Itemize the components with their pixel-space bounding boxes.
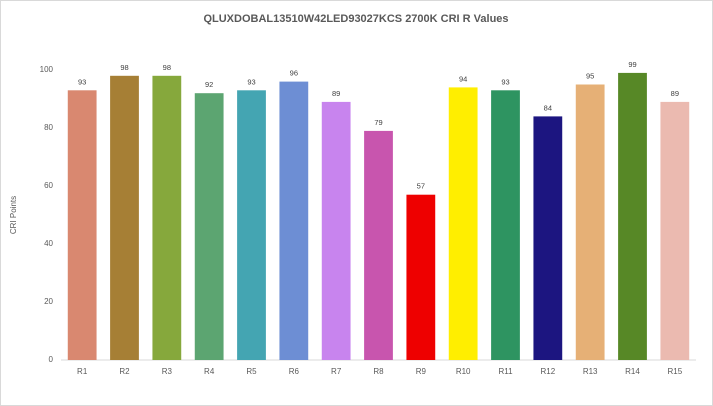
bar bbox=[321, 101, 351, 361]
x-tick-label: R4 bbox=[204, 367, 215, 376]
value-label: 89 bbox=[671, 89, 679, 98]
bar bbox=[110, 75, 139, 361]
value-label: 93 bbox=[501, 77, 509, 86]
value-label: 95 bbox=[586, 71, 594, 80]
y-axis-label: CRI Points bbox=[9, 196, 18, 234]
y-tick-label: 100 bbox=[40, 65, 54, 74]
value-label: 84 bbox=[544, 103, 552, 112]
x-tick-label: R9 bbox=[416, 367, 427, 376]
bar bbox=[237, 90, 266, 361]
x-tick-label: R11 bbox=[498, 367, 513, 376]
x-tick-label: R5 bbox=[246, 367, 257, 376]
value-label: 99 bbox=[628, 60, 636, 69]
x-tick-label: R14 bbox=[625, 367, 640, 376]
x-tick-label: R6 bbox=[289, 367, 300, 376]
x-tick-label: R13 bbox=[583, 367, 598, 376]
x-tick-label: R8 bbox=[373, 367, 384, 376]
value-label: 93 bbox=[247, 77, 255, 86]
bar bbox=[533, 116, 563, 361]
bar bbox=[194, 93, 224, 360]
value-label: 96 bbox=[290, 69, 298, 78]
x-tick-label: R15 bbox=[667, 367, 682, 376]
y-tick-label: 40 bbox=[44, 239, 53, 248]
value-label: 98 bbox=[120, 63, 128, 72]
bar bbox=[364, 130, 393, 360]
value-label: 98 bbox=[163, 63, 171, 72]
x-tick-label: R10 bbox=[456, 367, 471, 376]
y-tick-label: 0 bbox=[49, 355, 54, 364]
value-label: 79 bbox=[374, 118, 382, 127]
value-label: 89 bbox=[332, 89, 340, 98]
bar bbox=[660, 101, 690, 361]
y-tick-label: 60 bbox=[44, 181, 53, 190]
value-label: 92 bbox=[205, 80, 213, 89]
bar bbox=[491, 90, 520, 361]
x-tick-label: R7 bbox=[331, 367, 342, 376]
y-tick-label: 80 bbox=[44, 123, 53, 132]
bar bbox=[152, 75, 182, 361]
bar bbox=[406, 194, 436, 360]
value-label: 57 bbox=[417, 182, 425, 191]
bar bbox=[67, 90, 97, 361]
bar bbox=[618, 72, 647, 361]
bar bbox=[448, 87, 478, 361]
value-label: 93 bbox=[78, 77, 86, 86]
value-label: 94 bbox=[459, 74, 467, 83]
x-tick-label: R1 bbox=[77, 367, 88, 376]
bar bbox=[279, 81, 309, 360]
x-tick-label: R3 bbox=[162, 367, 173, 376]
chart-title: QLUXDOBAL13510W42LED93027KCS 2700K CRI R… bbox=[203, 13, 508, 25]
x-tick-label: R2 bbox=[119, 367, 130, 376]
x-tick-label: R12 bbox=[540, 367, 555, 376]
bar bbox=[575, 84, 605, 360]
y-tick-label: 20 bbox=[44, 297, 53, 306]
